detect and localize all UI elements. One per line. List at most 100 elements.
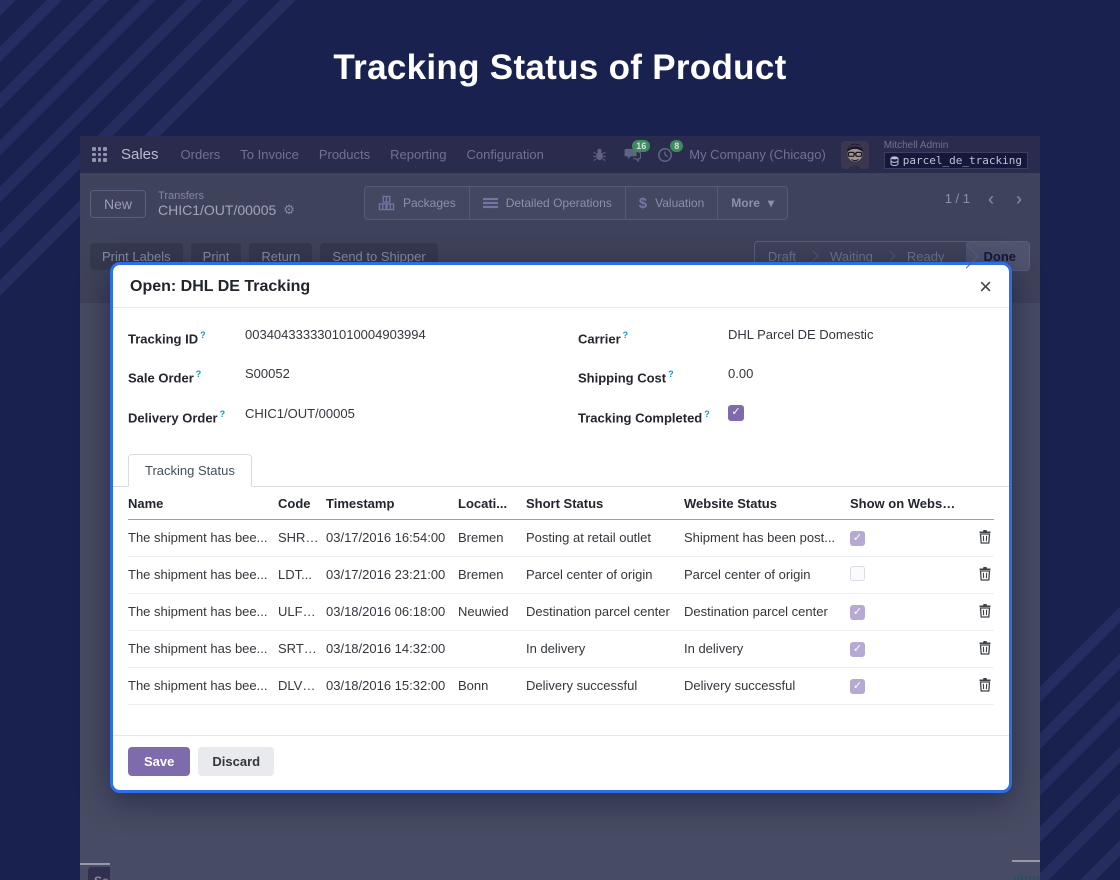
chatter-divider (80, 863, 110, 865)
cell-actions (962, 638, 994, 660)
nav-menu-products[interactable]: Products (318, 147, 371, 162)
cell-actions (962, 527, 994, 549)
carrier-label: Carrier? (578, 330, 629, 347)
nav-menu-reporting[interactable]: Reporting (390, 147, 447, 162)
delete-row-button[interactable] (976, 564, 994, 586)
cell-timestamp: 03/18/2016 14:32:00 (326, 641, 446, 657)
carrier-value[interactable]: DHL Parcel DE Domestic (728, 327, 874, 342)
cell-code: SRTED (278, 641, 322, 657)
trash-icon (978, 677, 992, 692)
show-on-website-checkbox[interactable]: ✓ (850, 605, 865, 621)
chatter-divider (1012, 860, 1040, 862)
modal-header: Open: DHL DE Tracking × (113, 265, 1009, 308)
close-icon[interactable]: × (979, 274, 992, 299)
breadcrumb-parent[interactable]: Transfers (158, 189, 205, 202)
nav-app-sales[interactable]: Sales (121, 146, 159, 163)
cell-name: The shipment has bee... (128, 678, 268, 694)
shipping-cost-value[interactable]: 0.00 (728, 366, 754, 382)
cell-website-status: In delivery (684, 641, 744, 657)
tab-tracking-status[interactable]: Tracking Status (128, 453, 252, 487)
cell-actions (962, 564, 994, 586)
cell-name: The shipment has bee... (128, 567, 268, 583)
user-avatar[interactable] (840, 140, 869, 169)
delete-row-button[interactable] (976, 527, 994, 549)
messages-icon[interactable]: 16 (623, 139, 651, 164)
user-menu[interactable]: Mitchell Admin parcel_de_tracking (883, 140, 1028, 169)
table-row[interactable]: The shipment has bee... DLVRD 03/18/2016 1… (128, 668, 994, 705)
valuation-button[interactable]: $ Valuation (624, 186, 719, 220)
cell-short-status: Posting at retail outlet (526, 530, 652, 546)
tracking-completed-checkbox[interactable]: ✓ (728, 404, 744, 421)
empty-rows-area[interactable] (128, 705, 994, 735)
show-on-website-checkbox[interactable]: ✓ (850, 679, 865, 695)
show-on-website-checkbox[interactable] (850, 565, 865, 581)
cell-timestamp: 03/17/2016 23:21:00 (326, 567, 446, 583)
nav-menu-configuration[interactable]: Configuration (466, 147, 544, 162)
nav-menu-to-invoice[interactable]: To Invoice (240, 147, 299, 162)
packages-icon (378, 195, 395, 211)
pager-next-button[interactable]: › (1012, 190, 1026, 208)
trash-icon (978, 529, 992, 544)
delete-row-button[interactable] (976, 675, 994, 697)
cell-short-status: In delivery (526, 641, 586, 657)
column-header-timestamp[interactable]: Timestamp (326, 495, 395, 511)
cell-show-on-website: ✓ (850, 640, 962, 658)
cell-location: Bonn (458, 678, 489, 694)
help-icon: ? (219, 408, 226, 419)
database-badge: parcel_de_tracking (883, 152, 1028, 169)
tracking-completed-label: Tracking Completed? (578, 408, 710, 425)
sale-order-value[interactable]: S00052 (245, 366, 290, 382)
debug-bug-icon[interactable] (590, 146, 608, 164)
packages-button[interactable]: Packages (364, 186, 470, 220)
delivery-order-value[interactable]: CHIC1/OUT/00005 (245, 405, 355, 421)
new-button[interactable]: New (90, 190, 147, 218)
company-switcher[interactable]: My Company (Chicago) (689, 147, 826, 162)
column-header-code[interactable]: Code (278, 495, 311, 511)
status-ready[interactable]: Ready (906, 248, 945, 264)
column-header-show-on-website[interactable]: Show on Website (850, 495, 958, 511)
shipping-cost-label: Shipping Cost? (578, 369, 674, 386)
delete-row-button[interactable] (976, 601, 994, 623)
messages-badge: 16 (632, 139, 651, 152)
notebook-tabs: Tracking Status (113, 453, 1009, 487)
column-header-name[interactable]: Name (128, 495, 164, 511)
gear-icon[interactable]: ⚙ (283, 201, 295, 217)
discard-button[interactable]: Discard (198, 747, 275, 776)
send-message-button-partial[interactable]: Se (88, 867, 110, 880)
status-draft[interactable]: Draft (767, 248, 797, 264)
table-row[interactable]: The shipment has bee... SHRCU 03/17/2016 1… (128, 520, 994, 557)
show-on-website-checkbox[interactable]: ✓ (850, 531, 865, 547)
cell-code: DLVRD (278, 678, 322, 694)
tracking-id-value[interactable]: 0034043333301010004903994 (245, 327, 426, 342)
status-waiting[interactable]: Waiting (830, 248, 873, 264)
column-header-location[interactable]: Locati... (458, 495, 508, 511)
tracking-modal: Open: DHL DE Tracking × Tracking ID? 003… (110, 262, 1012, 793)
column-header-short-status[interactable]: Short Status (526, 495, 604, 511)
table-row[interactable]: The shipment has bee... SRTED 03/18/2016 1… (128, 631, 994, 668)
pager-previous-button[interactable]: ‹ (984, 190, 998, 208)
breadcrumb-current: CHIC1/OUT/00005 (158, 202, 277, 219)
trash-icon (978, 603, 992, 618)
cell-website-status: Delivery successful (684, 678, 796, 694)
cell-short-status: Delivery successful (526, 678, 638, 694)
more-button[interactable]: More ▾ (717, 186, 788, 220)
nav-menu-orders[interactable]: Orders (180, 147, 221, 162)
cell-short-status: Parcel center of origin (526, 567, 653, 583)
cell-code: LDT... (278, 567, 312, 583)
delete-row-button[interactable] (976, 638, 994, 660)
cell-timestamp: 03/18/2016 06:18:00 (326, 604, 446, 620)
apps-grid-icon[interactable] (92, 147, 107, 162)
cell-website-status: Parcel center of origin (684, 567, 811, 583)
pager: 1 / 1 ‹ › (945, 190, 1026, 208)
cell-code: SHRCU (278, 530, 325, 546)
cell-show-on-website: ✓ (850, 603, 962, 621)
table-row[interactable]: The shipment has bee... ULFMV 03/18/2016 0… (128, 594, 994, 631)
following-button-partial[interactable]: ving (1013, 871, 1040, 880)
tracking-id-label: Tracking ID? (128, 330, 206, 347)
column-header-website-status[interactable]: Website Status (684, 495, 777, 511)
activities-clock-icon[interactable]: 8 (656, 139, 684, 164)
save-button[interactable]: Save (128, 747, 191, 776)
detailed-operations-button[interactable]: Detailed Operations (468, 186, 626, 220)
table-row[interactable]: The shipment has bee... LDT... 03/17/2016 … (128, 557, 994, 594)
show-on-website-checkbox[interactable]: ✓ (850, 642, 865, 658)
